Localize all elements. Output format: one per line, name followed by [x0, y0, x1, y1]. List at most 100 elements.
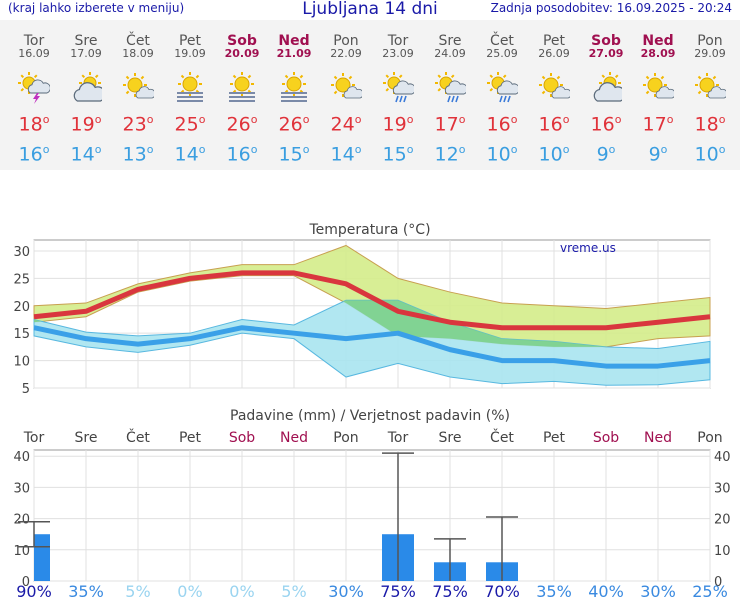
precipitation-x-tick-label: Tor — [23, 430, 45, 446]
min-temperature: 16o — [18, 143, 50, 166]
precipitation-error-bar — [18, 520, 50, 548]
min-temperature: 14o — [70, 143, 102, 166]
forecast-day: Ned 28.09 17o 9o — [632, 20, 684, 165]
precipitation-x-tick-label: Pon — [697, 430, 722, 446]
temperature-chart-title: Temperatura (°C) — [308, 222, 430, 238]
max-temperature-line — [33, 270, 711, 331]
charts-area: Temperatura (°C) 5 10 15 20 25 30 vreme.us Padav… — [13, 222, 731, 600]
day-date: 17.09 — [70, 47, 102, 60]
day-date: 19.09 — [174, 47, 206, 60]
precipitation-y-tick-label-right: 0 — [714, 575, 722, 590]
day-name: Sob — [227, 33, 257, 49]
forecast-day: Ned 21.09 26o 15o — [268, 20, 320, 165]
precipitation-probability-label: 75% — [432, 582, 468, 600]
temperature-y-tick-label: 25 — [13, 272, 30, 287]
forecast-day: Sob 27.09 16o 9o — [580, 20, 632, 165]
day-date: 25.09 — [486, 47, 518, 60]
partly-cloudy-icon — [330, 72, 364, 104]
partly-cloudy-icon — [642, 72, 676, 104]
min-temperature: 9o — [648, 143, 668, 166]
precipitation-y-tick-label-left: 30 — [13, 481, 30, 496]
precipitation-x-tick-label: Pon — [333, 430, 358, 446]
min-temperature: 10o — [486, 143, 518, 166]
precipitation-x-tick-label: Pet — [179, 430, 202, 446]
precipitation-x-tick-label: Čet — [126, 428, 150, 446]
precipitation-chart-title: Padavine (mm) / Verjetnost padavin (%) — [230, 408, 510, 424]
precipitation-y-tick-label-left: 10 — [13, 544, 30, 559]
sun-cloud-rain-icon — [486, 72, 520, 104]
precipitation-probability-label: 25% — [692, 582, 728, 600]
sun-fog-icon — [278, 72, 310, 104]
precipitation-probability-label: 75% — [380, 582, 416, 600]
forecast-day: Tor 16.09 18o 16o — [8, 20, 60, 165]
precipitation-bar — [34, 534, 50, 581]
max-temperature: 24o — [330, 113, 362, 136]
day-date: 27.09 — [588, 47, 624, 60]
precipitation-x-tick-label: Pet — [543, 430, 566, 446]
min-temperature: 13o — [122, 143, 154, 166]
precipitation-probability-label: 30% — [640, 582, 676, 600]
forecast-day: Sob 20.09 26o 16o — [216, 20, 268, 165]
day-date: 23.09 — [382, 47, 414, 60]
precipitation-y-tick-label-right: 20 — [714, 513, 731, 528]
max-temperature: 23o — [122, 113, 154, 136]
precipitation-x-tick-label: Sre — [439, 430, 462, 446]
page-title: Ljubljana 14 dni — [302, 0, 438, 19]
precipitation-y-tick-label-right: 30 — [714, 481, 731, 496]
precipitation-y-tick-label-right: 40 — [714, 450, 731, 465]
forecast-day: Pet 26.09 16o 10o — [528, 20, 580, 165]
day-name: Sob — [591, 33, 621, 49]
sun-cloud-rain-icon — [434, 72, 468, 104]
min-temperature-range-band — [33, 299, 711, 386]
precipitation-y-tick-label-left: 0 — [22, 575, 30, 590]
max-temperature: 26o — [226, 113, 258, 136]
precipitation-probability-label: 5% — [281, 582, 306, 600]
precipitation-x-tick-label: Čet — [490, 428, 514, 446]
min-temperature: 14o — [330, 143, 362, 166]
last-updated: Zadnja posodobitev: 16.09.2025 - 20:24 — [490, 1, 732, 15]
temperature-y-tick-label: 10 — [13, 355, 30, 370]
max-temperature: 17o — [642, 113, 674, 136]
min-temperature: 15o — [278, 143, 310, 166]
precipitation-error-bar — [382, 452, 414, 581]
day-name: Pet — [542, 33, 566, 49]
min-temperature: 14o — [174, 143, 206, 166]
max-temperature: 16o — [538, 113, 570, 136]
temperature-y-tick-label: 20 — [13, 300, 30, 315]
forecast-day: Čet 18.09 23o 13o — [112, 20, 164, 165]
watermark-label: vreme.us — [560, 241, 616, 255]
day-name: Tor — [23, 33, 45, 49]
max-temperature: 25o — [174, 113, 206, 136]
precipitation-probability-label: 0% — [229, 582, 254, 600]
day-date: 28.09 — [640, 47, 676, 60]
min-temperature: 12o — [434, 143, 466, 166]
cloudy-icon — [70, 72, 106, 104]
day-name: Sre — [74, 33, 98, 49]
precipitation-x-tick-label: Sre — [75, 430, 98, 446]
precipitation-x-tick-label: Ned — [644, 430, 672, 446]
min-temperature: 10o — [538, 143, 570, 166]
min-temperature: 16o — [226, 143, 258, 166]
precipitation-x-tick-label: Ned — [280, 430, 308, 446]
day-date: 26.09 — [538, 47, 570, 60]
day-name: Ned — [278, 33, 310, 49]
temperature-y-tick-label: 5 — [22, 382, 30, 397]
daily-forecast-strip: Tor 16.09 18o 16o Sre 17.09 19o 14o Čet 18.09 23o 1… — [0, 20, 740, 170]
precipitation-probability-label: 35% — [536, 582, 572, 600]
day-date: 20.09 — [224, 47, 260, 60]
precipitation-probability-label: 40% — [588, 582, 624, 600]
precipitation-plot-area — [33, 449, 711, 582]
day-date: 24.09 — [434, 47, 466, 60]
precipitation-probability-label: 5% — [125, 582, 150, 600]
max-temperature: 26o — [278, 113, 310, 136]
precipitation-x-tick-label: Sob — [229, 430, 255, 446]
precipitation-y-tick-label-left: 20 — [13, 513, 30, 528]
precipitation-probability-label: 30% — [328, 582, 364, 600]
day-name: Pon — [333, 33, 359, 49]
sun-cloud-storm-icon — [18, 72, 51, 104]
partly-cloudy-icon — [122, 72, 156, 104]
precipitation-y-tick-label-left: 40 — [13, 450, 30, 465]
sun-fog-icon — [174, 72, 206, 104]
min-temperature: 10o — [694, 143, 726, 166]
sun-fog-icon — [226, 72, 258, 104]
